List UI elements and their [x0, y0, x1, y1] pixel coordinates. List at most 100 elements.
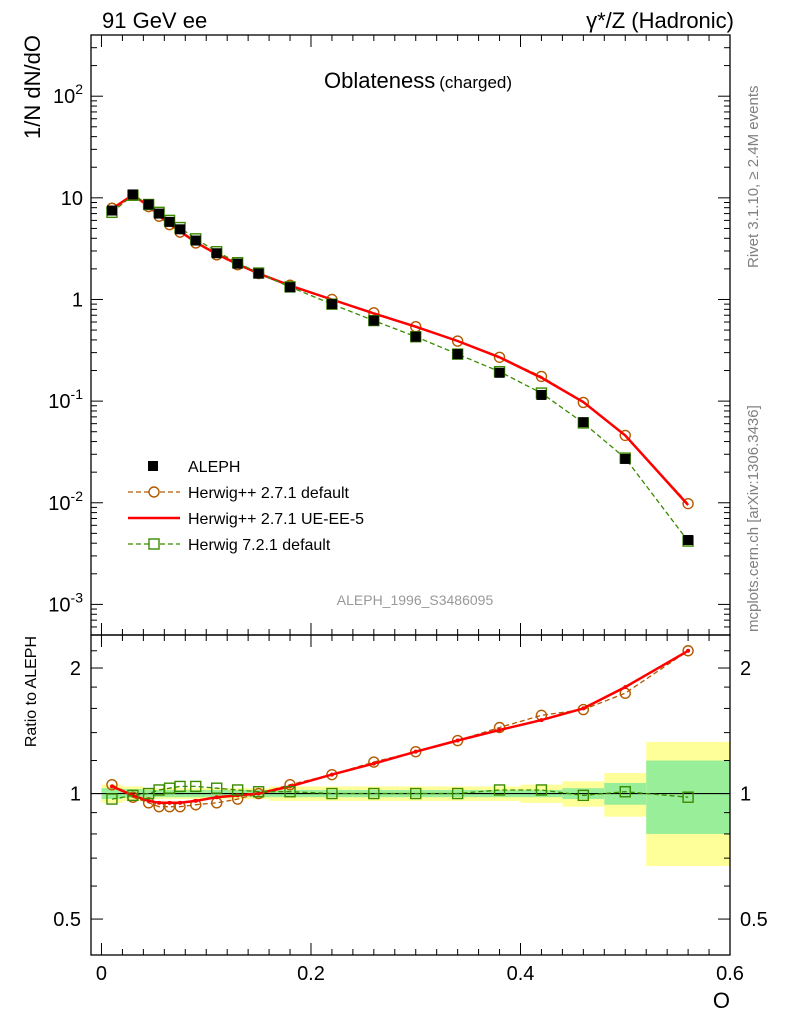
data-point: [178, 800, 183, 805]
x-axis-label: O: [713, 988, 730, 1013]
ratio-y-tick-label-right: 0.5: [740, 909, 768, 931]
stat-uncertainty-band: [646, 760, 730, 834]
data-point: [285, 282, 296, 293]
uncertainty-bands: [101, 741, 730, 867]
data-point: [683, 535, 694, 546]
y-tick-label: 10-1: [48, 386, 83, 413]
legend-marker: [148, 461, 158, 471]
data-point: [154, 208, 165, 219]
legend-label: Herwig++ 2.7.1 UE-EE-5: [188, 511, 364, 528]
data-point: [413, 749, 418, 754]
data-point: [190, 235, 201, 246]
series-aleph-main: [106, 189, 694, 546]
data-point: [493, 784, 506, 796]
data-point: [326, 768, 338, 781]
data-point: [371, 761, 376, 766]
y-tick-label: 1: [72, 289, 83, 311]
data-point: [146, 798, 151, 803]
data-point: [494, 367, 505, 378]
x-tick-label: 0.2: [297, 963, 325, 985]
legend-item: Herwig++ 2.7.1 default: [128, 485, 350, 502]
data-point: [256, 791, 261, 796]
chart-title: Oblateness (charged): [324, 68, 512, 93]
y-tick-label: 10-2: [48, 488, 83, 515]
data-point: [167, 800, 172, 805]
data-point: [577, 789, 590, 802]
ratio-y-tick-label-right: 2: [740, 658, 751, 680]
header-energy-label: 91 GeV ee: [102, 8, 208, 33]
data-point: [190, 780, 202, 793]
data-point: [410, 745, 422, 758]
legend-marker: [148, 538, 160, 550]
y-tick-label: 102: [53, 81, 83, 108]
ratio-plot-frame: [90, 634, 731, 956]
data-point: [452, 349, 463, 360]
legend-item: Herwig 7.2.1 default: [128, 537, 331, 554]
data-point: [231, 784, 244, 796]
data-point: [455, 738, 460, 743]
data-point: [252, 786, 265, 798]
data-point: [410, 331, 421, 342]
data-point: [686, 648, 691, 653]
ratio-y-tick-label: 2: [70, 658, 81, 680]
data-point: [329, 772, 334, 777]
ratio-y-tick-label-right: 1: [740, 784, 751, 806]
data-point: [536, 389, 547, 400]
legend-marker: [148, 486, 160, 498]
data-point: [623, 685, 628, 690]
data-point: [164, 216, 175, 227]
data-point: [682, 791, 694, 803]
data-point: [284, 786, 296, 798]
data-point: [620, 453, 631, 464]
y-tick-label: 10: [61, 188, 83, 210]
data-point: [619, 786, 631, 798]
data-point: [368, 315, 379, 326]
data-point: [497, 728, 502, 733]
x-tick-label: 0: [96, 963, 107, 985]
data-point: [682, 497, 694, 510]
x-tick-label: 0.4: [507, 963, 535, 985]
series-herwig-7-2-1-default-ratio: [106, 780, 694, 805]
legend: ALEPH Herwig++ 2.7.1 default Herwig++ 2.7.…: [128, 459, 364, 554]
legend-item: Herwig++ 2.7.1 UE-EE-5: [128, 511, 364, 528]
legend-label: ALEPH: [188, 459, 240, 476]
series-line: [111, 785, 689, 800]
data-point: [578, 417, 589, 428]
data-point: [451, 787, 464, 800]
analysis-watermark: ALEPH_1996_S3486095: [337, 592, 494, 608]
ratio-y-tick-label: 0.5: [53, 909, 81, 931]
data-point: [175, 224, 186, 235]
data-point: [493, 721, 506, 734]
mcplots-credit-label: mcplots.cern.ch [arXiv:1306.3436]: [745, 405, 762, 632]
data-point: [143, 199, 154, 210]
x-axis-ticks: [100, 35, 731, 955]
data-point: [109, 784, 114, 789]
data-point: [211, 248, 222, 259]
data-point: [232, 258, 243, 269]
data-point: [253, 268, 264, 279]
data-point: [211, 782, 223, 794]
ratio-y-axis-ticks: [91, 650, 730, 920]
ratio-y-axis-label: Ratio to ALEPH: [23, 636, 40, 747]
legend-item: ALEPH: [148, 459, 240, 476]
ratio-y-tick-label: 1: [70, 784, 81, 806]
data-point: [127, 789, 139, 802]
data-point: [368, 787, 380, 800]
main-y-axis-label: 1/N dN/dO: [20, 35, 45, 139]
data-point: [326, 787, 338, 800]
data-point: [193, 798, 198, 803]
data-point: [127, 189, 138, 200]
data-point: [106, 793, 118, 805]
data-point: [682, 645, 694, 657]
data-point: [539, 718, 544, 723]
header-process-label: γ*/Z (Hadronic): [586, 8, 734, 33]
data-point: [130, 793, 135, 798]
y-tick-label: 10-3: [48, 589, 83, 616]
main-y-axis-ticks: [91, 34, 730, 636]
data-point: [157, 800, 162, 805]
series-line: [111, 649, 689, 805]
x-tick-label: 0.6: [716, 963, 744, 985]
rivet-version-label: Rivet 3.1.10, ≥ 2.4M events: [745, 85, 762, 269]
data-point: [493, 351, 506, 363]
